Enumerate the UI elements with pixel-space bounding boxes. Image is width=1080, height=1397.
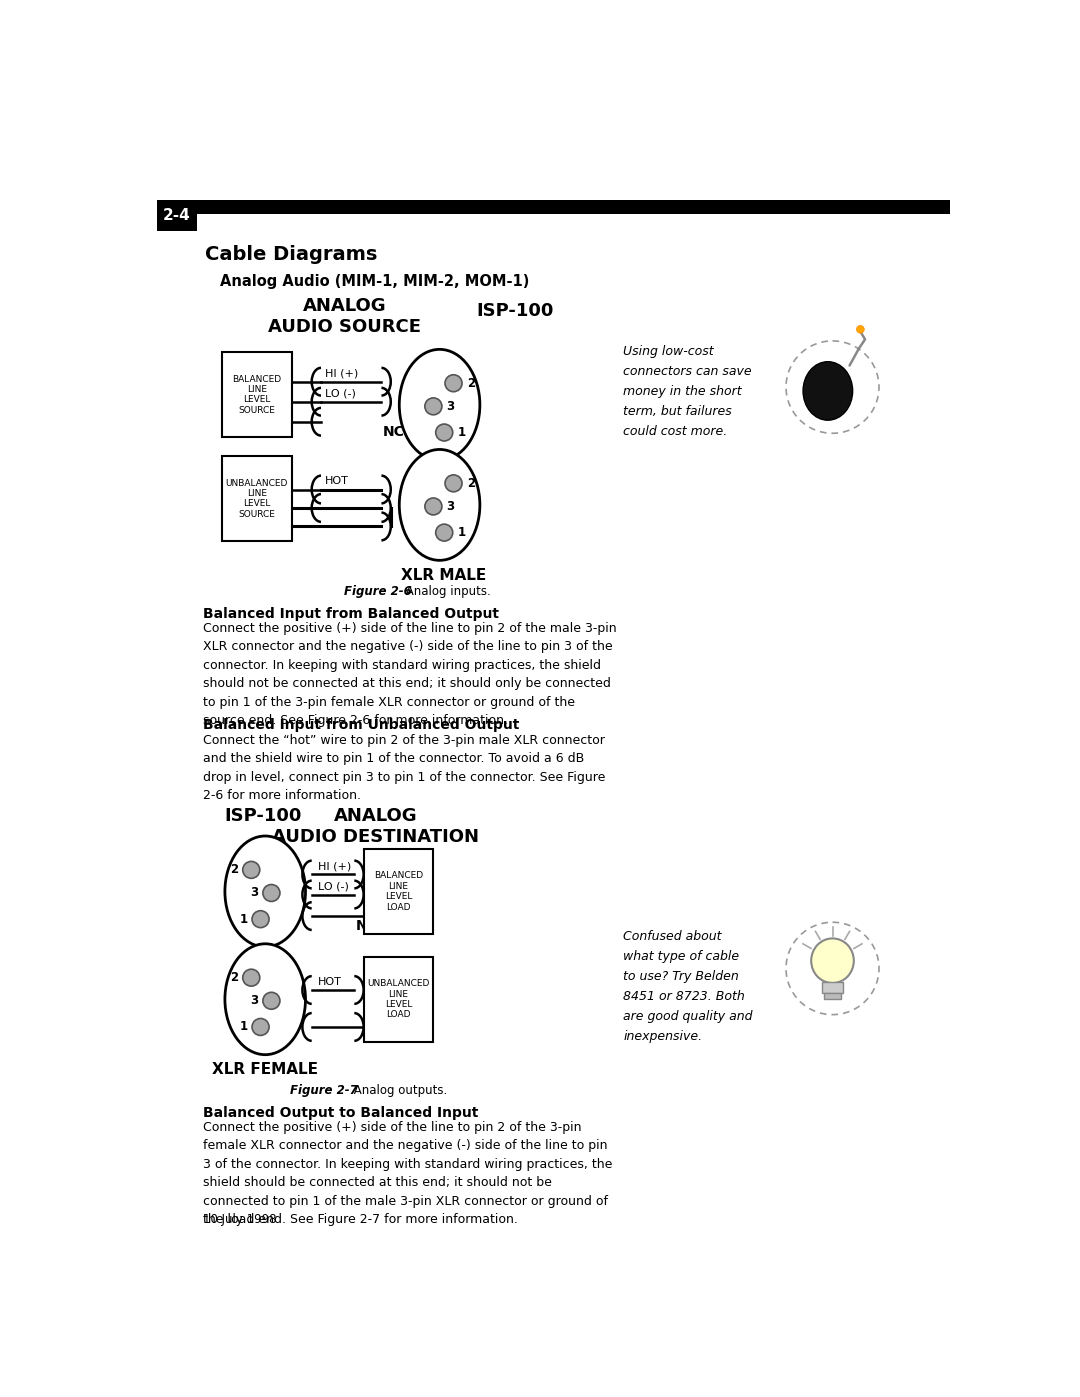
Text: 3: 3 xyxy=(251,887,258,900)
Text: 1: 1 xyxy=(240,1020,247,1034)
Ellipse shape xyxy=(400,349,480,460)
Text: LO (-): LO (-) xyxy=(325,388,355,398)
Text: NC: NC xyxy=(356,919,378,933)
Text: Confused about
what type of cable
to use? Try Belden
8451 or 8723. Both
are good: Confused about what type of cable to use… xyxy=(623,930,753,1044)
Text: Figure 2-7: Figure 2-7 xyxy=(291,1084,357,1097)
Text: Balanced Output to Balanced Input: Balanced Output to Balanced Input xyxy=(203,1105,478,1119)
Circle shape xyxy=(786,341,879,433)
Text: XLR FEMALE: XLR FEMALE xyxy=(212,1062,319,1077)
Text: NC: NC xyxy=(383,425,405,439)
Circle shape xyxy=(424,398,442,415)
Text: 3: 3 xyxy=(251,995,258,1007)
Text: ISP-100: ISP-100 xyxy=(225,806,301,824)
Bar xyxy=(221,457,292,541)
Text: BALANCED
LINE
LEVEL
SOURCE: BALANCED LINE LEVEL SOURCE xyxy=(232,374,281,415)
Circle shape xyxy=(262,992,280,1009)
Circle shape xyxy=(786,922,879,1014)
Text: Analog inputs.: Analog inputs. xyxy=(403,585,491,598)
Text: HOT: HOT xyxy=(325,476,349,486)
Ellipse shape xyxy=(225,944,306,1055)
Text: HI (+): HI (+) xyxy=(318,862,351,872)
Text: 1: 1 xyxy=(458,426,465,439)
Bar xyxy=(824,993,841,999)
Bar xyxy=(822,982,843,993)
Circle shape xyxy=(424,497,442,515)
Text: 2: 2 xyxy=(230,971,238,983)
Bar xyxy=(364,957,433,1042)
Bar xyxy=(221,352,292,437)
Ellipse shape xyxy=(225,835,306,947)
Bar xyxy=(364,849,433,933)
Text: 1: 1 xyxy=(240,912,247,926)
Text: HOT: HOT xyxy=(318,977,341,986)
Text: Connect the “hot” wire to pin 2 of the 3-pin male XLR connector
and the shield w: Connect the “hot” wire to pin 2 of the 3… xyxy=(203,733,606,802)
Text: Cable Diagrams: Cable Diagrams xyxy=(205,244,377,264)
Ellipse shape xyxy=(804,362,852,420)
Circle shape xyxy=(252,1018,269,1035)
Text: HI (+): HI (+) xyxy=(325,369,359,379)
Circle shape xyxy=(445,475,462,492)
Text: 2: 2 xyxy=(467,377,475,390)
Text: Using low-cost
connectors can save
money in the short
term, but failures
could c: Using low-cost connectors can save money… xyxy=(623,345,752,437)
Bar xyxy=(157,200,197,231)
Circle shape xyxy=(243,862,260,879)
Text: Connect the positive (+) side of the line to pin 2 of the male 3-pin
XLR connect: Connect the positive (+) side of the lin… xyxy=(203,622,617,728)
Circle shape xyxy=(243,970,260,986)
Circle shape xyxy=(252,911,269,928)
Text: Figure 2-6: Figure 2-6 xyxy=(345,585,411,598)
Text: ANALOG
AUDIO SOURCE: ANALOG AUDIO SOURCE xyxy=(268,298,421,335)
Text: XLR MALE: XLR MALE xyxy=(401,569,486,583)
Text: 10 July 1998: 10 July 1998 xyxy=(203,1214,276,1227)
Text: UNBALANCED
LINE
LEVEL
LOAD: UNBALANCED LINE LEVEL LOAD xyxy=(367,979,430,1020)
Text: 3: 3 xyxy=(446,400,455,414)
Text: 2: 2 xyxy=(230,863,238,876)
Text: Analog outputs.: Analog outputs. xyxy=(350,1084,448,1097)
Text: Balanced Input from Unbalanced Output: Balanced Input from Unbalanced Output xyxy=(203,718,519,732)
Text: 3: 3 xyxy=(446,500,455,513)
Text: Connect the positive (+) side of the line to pin 2 of the 3-pin
female XLR conne: Connect the positive (+) side of the lin… xyxy=(203,1120,612,1227)
Bar xyxy=(157,200,950,214)
Text: 2: 2 xyxy=(467,476,475,490)
Ellipse shape xyxy=(400,450,480,560)
Text: LO (-): LO (-) xyxy=(318,882,349,891)
Circle shape xyxy=(856,326,864,334)
Circle shape xyxy=(262,884,280,901)
Circle shape xyxy=(435,524,453,541)
Text: Analog Audio (MIM-1, MIM-2, MOM-1): Analog Audio (MIM-1, MIM-2, MOM-1) xyxy=(220,274,529,289)
Text: ISP-100: ISP-100 xyxy=(476,302,553,320)
Text: 1: 1 xyxy=(458,527,465,539)
Circle shape xyxy=(435,425,453,441)
Text: ANALOG
AUDIO DESTINATION: ANALOG AUDIO DESTINATION xyxy=(272,806,478,845)
Text: UNBALANCED
LINE
LEVEL
SOURCE: UNBALANCED LINE LEVEL SOURCE xyxy=(226,479,288,518)
Ellipse shape xyxy=(811,939,854,983)
Text: BALANCED
LINE
LEVEL
LOAD: BALANCED LINE LEVEL LOAD xyxy=(374,872,423,911)
Text: Balanced Input from Balanced Output: Balanced Input from Balanced Output xyxy=(203,606,499,620)
Circle shape xyxy=(445,374,462,391)
Text: 2-4: 2-4 xyxy=(163,208,191,224)
